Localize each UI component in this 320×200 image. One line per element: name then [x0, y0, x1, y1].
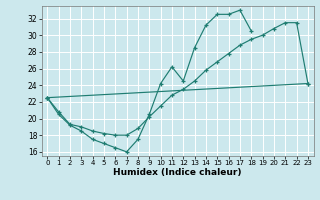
X-axis label: Humidex (Indice chaleur): Humidex (Indice chaleur): [113, 168, 242, 177]
